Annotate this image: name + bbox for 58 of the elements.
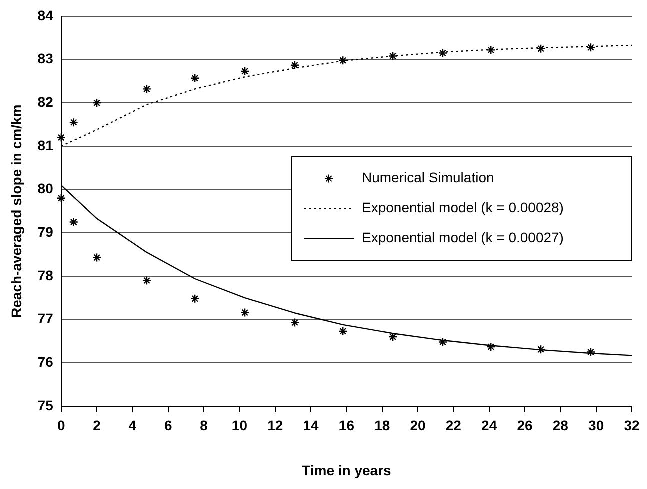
y-tick-label: 83 <box>38 50 54 67</box>
x-tick-label: 30 <box>588 418 604 434</box>
point <box>69 118 78 128</box>
y-tick-label: 79 <box>38 224 54 240</box>
point <box>438 48 448 58</box>
point <box>92 98 102 108</box>
y-tick-label: 80 <box>38 180 54 197</box>
y-tick-label: 76 <box>38 354 54 370</box>
point <box>142 84 152 94</box>
y-tick-label: 84 <box>38 7 54 24</box>
x-tick-label: 24 <box>482 418 498 434</box>
x-tick-label: 22 <box>446 418 462 434</box>
point <box>290 318 300 328</box>
point <box>92 253 102 262</box>
x-tick-label: 2 <box>93 418 102 434</box>
point <box>240 308 250 318</box>
point <box>388 52 398 61</box>
y-axis-title: Reach-averaged slope in cm/km <box>8 104 24 318</box>
point <box>388 332 398 342</box>
legend-label: Exponential model (k = 0.00028) <box>362 200 564 216</box>
point <box>142 276 152 286</box>
legend-label: Exponential model (k = 0.00027) <box>362 230 564 246</box>
point <box>56 133 66 142</box>
point <box>486 342 496 352</box>
point <box>56 194 66 203</box>
point <box>486 46 496 55</box>
x-tick-label: 20 <box>410 418 426 434</box>
x-tick-label: 14 <box>303 418 320 434</box>
y-tick-label: 82 <box>38 94 54 110</box>
x-tick-label: 4 <box>128 418 137 434</box>
y-tick-label: 77 <box>38 310 54 327</box>
y-tick-label: 78 <box>38 267 54 284</box>
x-tick-label: 0 <box>57 418 66 434</box>
y-tick-label: 75 <box>38 397 54 414</box>
x-axis-title: Time in years <box>302 462 392 478</box>
x-tick-label: 26 <box>517 418 534 434</box>
x-tick-label: 28 <box>552 418 569 434</box>
point <box>438 338 448 347</box>
point <box>536 44 546 54</box>
x-tick-label: 10 <box>232 418 248 434</box>
legend-label: Numerical Simulation <box>362 170 494 186</box>
point <box>190 294 200 304</box>
x-tick-label: 32 <box>624 418 640 434</box>
x-tick-label: 8 <box>200 418 208 434</box>
y-tick-label: 81 <box>38 137 54 154</box>
x-tick-label: 16 <box>338 418 355 434</box>
point <box>586 348 596 357</box>
point <box>290 60 300 70</box>
point <box>536 345 546 354</box>
point <box>338 326 348 336</box>
x-tick-label: 18 <box>374 418 390 434</box>
point <box>338 56 348 66</box>
x-tick-label: 12 <box>268 418 284 434</box>
x-tick-label: 6 <box>164 418 172 434</box>
point <box>190 74 200 83</box>
point <box>69 218 78 227</box>
point <box>240 66 250 76</box>
point <box>586 43 596 52</box>
